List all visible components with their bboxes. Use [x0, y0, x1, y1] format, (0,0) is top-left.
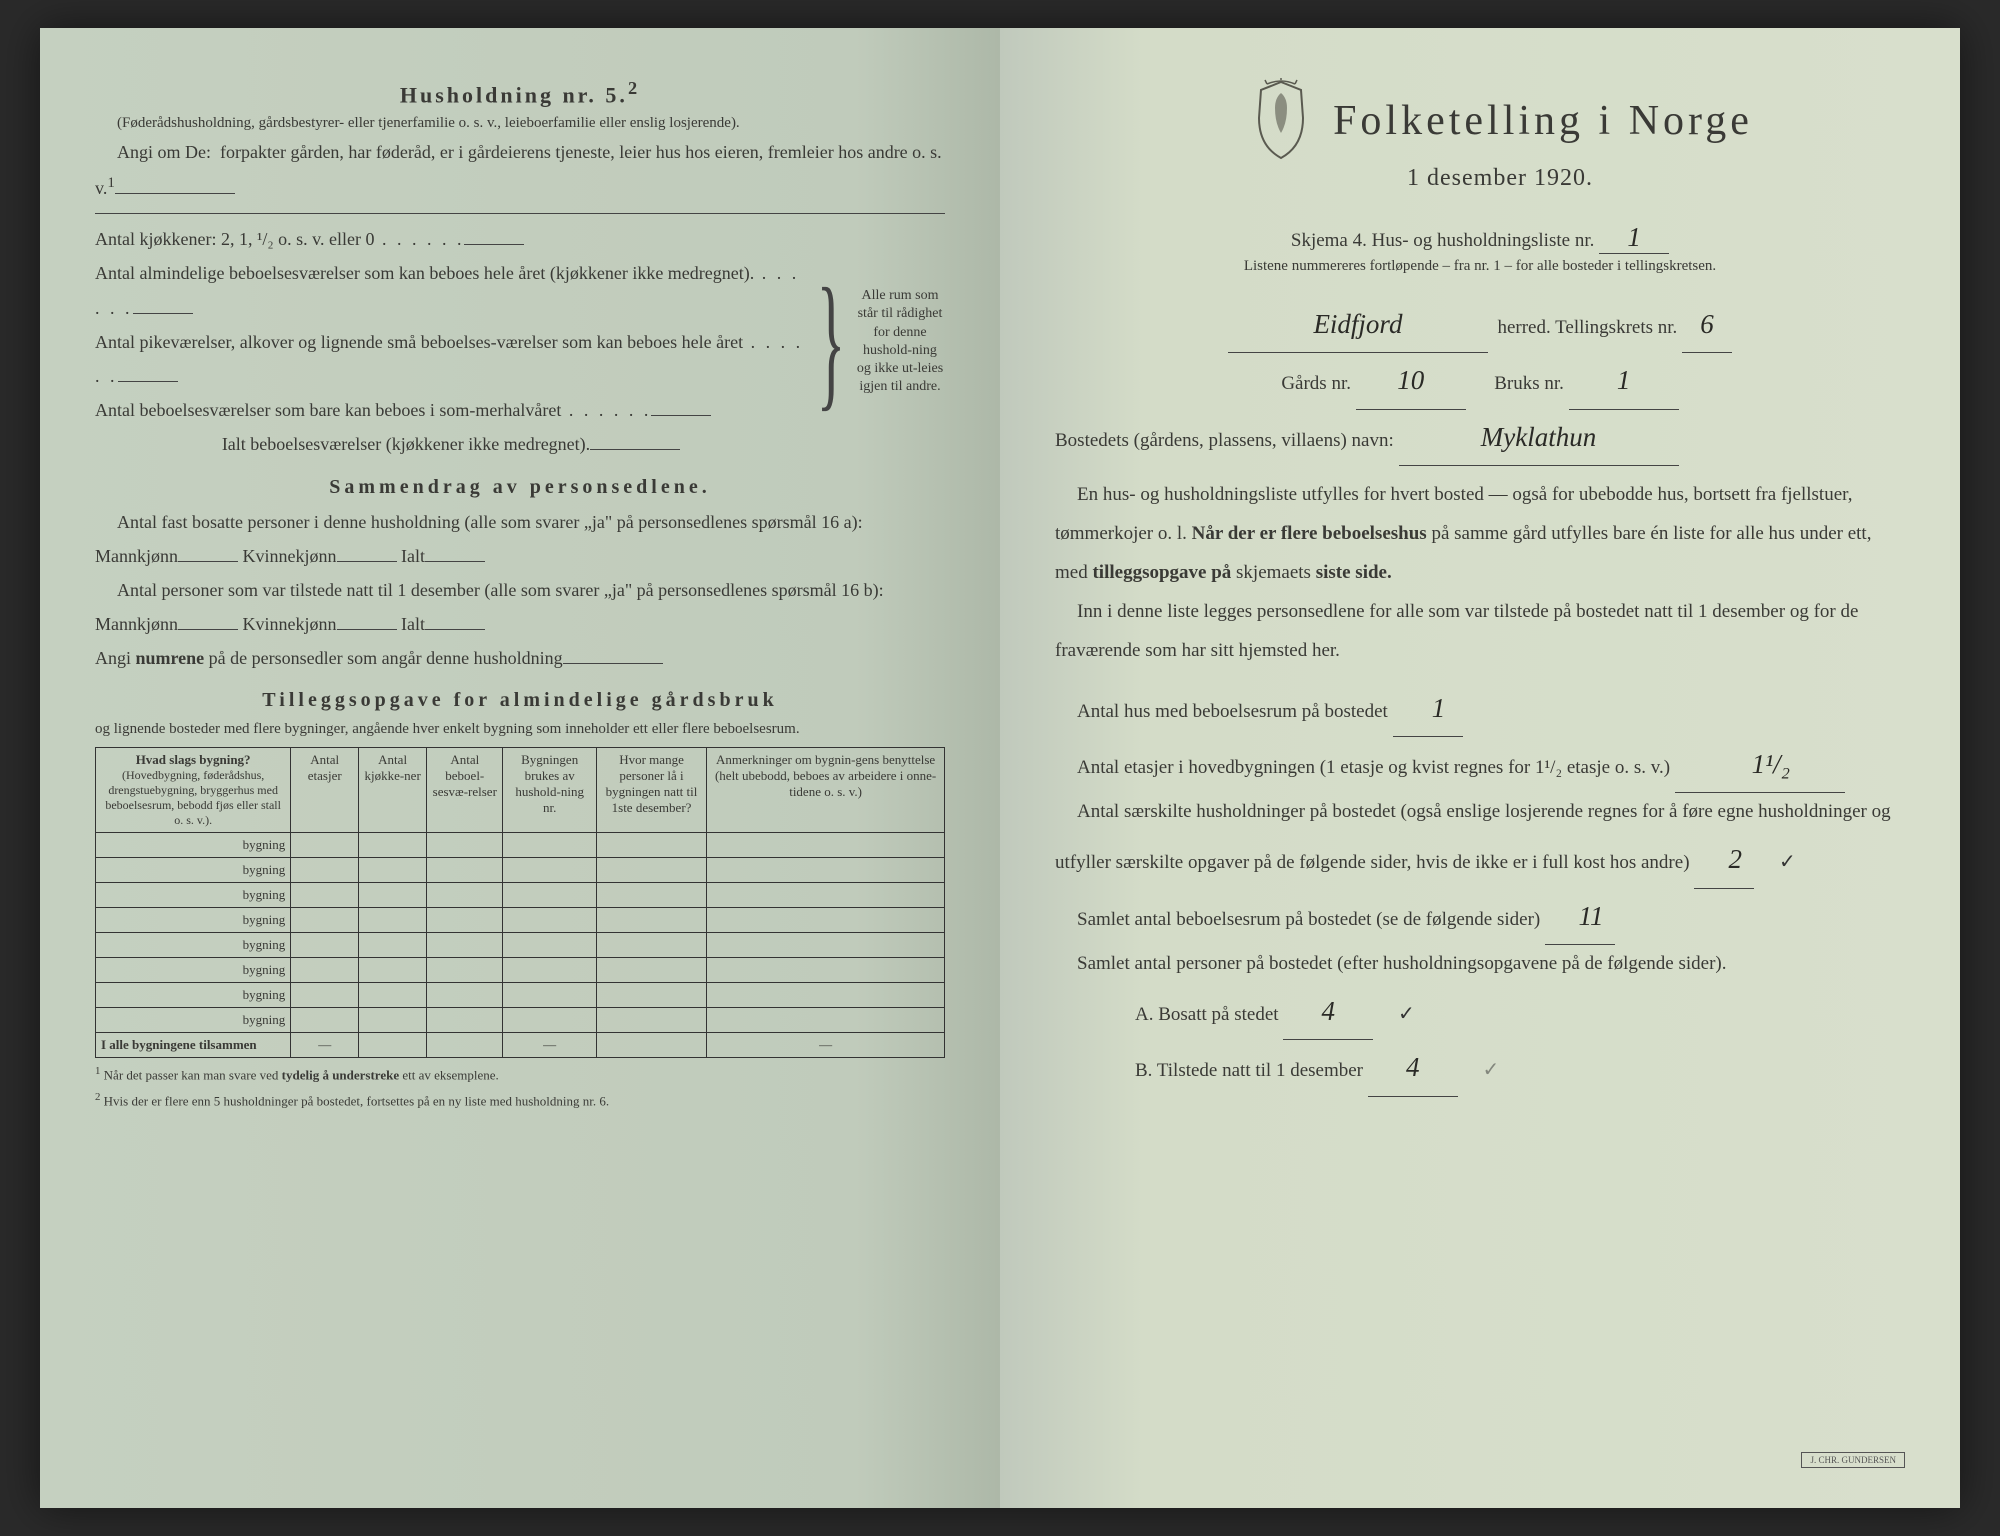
table-row: bygning [96, 982, 945, 1007]
q3: Antal særskilte husholdninger på bostede… [1055, 793, 1905, 888]
q1: Antal hus med beboelsesrum på bostedet 1 [1055, 681, 1905, 737]
summary-title: Sammendrag av personsedlene. [95, 476, 945, 499]
table-row: bygning [96, 1007, 945, 1032]
th-bygning: Hvad slags bygning? (Hovedbygning, føder… [96, 747, 291, 832]
building-table: Hvad slags bygning? (Hovedbygning, føder… [95, 747, 945, 1058]
table-row: bygning [96, 832, 945, 857]
qB: B. Tilstede natt til 1 desember 4 ✓ [1055, 1040, 1905, 1096]
qA: A. Bosatt på stedet 4 ✓ [1055, 984, 1905, 1040]
table-row: bygning [96, 957, 945, 982]
qA-value: 4 [1283, 984, 1373, 1040]
rooms-total: Ialt beboelsesværelser (kjøkkener ikke m… [95, 427, 807, 461]
q3-value: 2 [1694, 832, 1754, 888]
listene-note: Listene nummereres fortløpende – fra nr.… [1055, 258, 1905, 275]
checkmark-icon: ✓ [1398, 1003, 1415, 1025]
printer-stamp: J. CHR. GUNDERSEN [1801, 1452, 1905, 1468]
bosted-value: Myklathun [1399, 410, 1679, 466]
th-etasjer: Antal etasjer [291, 747, 359, 832]
q2-value: 1¹/₂ [1675, 737, 1845, 793]
q1-value: 1 [1393, 681, 1463, 737]
brace-icon: } [817, 289, 846, 394]
rooms2: Antal pikeværelser, alkover og lignende … [95, 325, 807, 393]
bosted-line: Bostedets (gårdens, plassens, villaens) … [1055, 410, 1905, 466]
para-2: Inn i denne liste legges personsedlene f… [1055, 593, 1905, 671]
heading-sub1: (Føderådshusholdning, gårdsbestyrer- ell… [95, 112, 945, 135]
th-beboelse: Antal beboel-sesvæ-relser [427, 747, 503, 832]
right-page: Folketelling i Norge 1 desember 1920. Sk… [1000, 28, 1960, 1508]
gards-line: Gårds nr. 10 Bruks nr. 1 [1055, 353, 1905, 409]
herred-line: Eidfjord herred. Tellingskrets nr. 6 [1055, 297, 1905, 353]
table-row: bygning [96, 857, 945, 882]
th-anmerk: Anmerkninger om bygnin-gens benyttelse (… [707, 747, 945, 832]
krets-value: 6 [1682, 297, 1732, 353]
divider [95, 213, 945, 214]
table-total-row: I alle bygningene tilsammen — — — [96, 1032, 945, 1057]
summary-line3: Angi numrene på de personsedler som angå… [95, 641, 945, 675]
brace-text: Alle rum som står til rådighet for denne… [855, 287, 945, 396]
para-1: En hus- og husholdningsliste utfylles fo… [1055, 476, 1905, 593]
rooms3: Antal beboelsesværelser som bare kan beb… [95, 393, 807, 427]
kitchens-line: Antal kjøkkener: 2, 1, ¹/₂ o. s. v. elle… [95, 222, 807, 256]
table-row: bygning [96, 932, 945, 957]
footnote-2: 2 Hvis der er flere enn 5 husholdninger … [95, 1090, 945, 1111]
table-row: bygning [96, 882, 945, 907]
tillegg-title: Tilleggsopgave for almindelige gårdsbruk [95, 689, 945, 712]
tillegg-sub: og lignende bosteder med flere bygninger… [95, 718, 945, 741]
herred-value: Eidfjord [1228, 297, 1488, 353]
q2: Antal etasjer i hovedbygningen (1 etasje… [1055, 737, 1905, 793]
q5: Samlet antal personer på bostedet (efter… [1055, 945, 1905, 984]
qB-value: 4 [1368, 1040, 1458, 1096]
bruks-value: 1 [1569, 353, 1679, 409]
q4-value: 11 [1545, 889, 1615, 945]
table-header-row: Hvad slags bygning? (Hovedbygning, føder… [96, 747, 945, 832]
table-row: bygning [96, 907, 945, 932]
liste-nr-value: 1 [1599, 222, 1669, 254]
coat-of-arms-icon [1247, 78, 1315, 163]
heading-sub2: Angi om De: forpakter gården, har føderå… [95, 135, 945, 205]
th-hushold: Bygningen brukes av hushold-ning nr. [503, 747, 596, 832]
rooms1: Antal almindelige beboelsesværelser som … [95, 256, 807, 324]
gards-value: 10 [1356, 353, 1466, 409]
main-title: Folketelling i Norge [1333, 97, 1753, 145]
th-personer: Hvor mange personer lå i bygningen natt … [596, 747, 706, 832]
summary-line2: Antal personer som var tilstede natt til… [95, 573, 945, 641]
census-date: 1 desember 1920. [1095, 165, 1905, 192]
household-heading: Husholdning nr. 5.2 [95, 78, 945, 108]
rooms-block: Antal kjøkkener: 2, 1, ¹/₂ o. s. v. elle… [95, 222, 945, 461]
right-header: Folketelling i Norge 1 desember 1920. [1055, 78, 1905, 192]
document-spread: Husholdning nr. 5.2 (Føderådshusholdning… [40, 28, 1960, 1508]
checkmark-icon: ✓ [1779, 851, 1796, 873]
footnote-1: 1 Når det passer kan man svare ved tydel… [95, 1064, 945, 1085]
th-kjokken: Antal kjøkke-ner [359, 747, 427, 832]
checkmark-icon: ✓ [1483, 1059, 1500, 1081]
q4: Samlet antal beboelsesrum på bostedet (s… [1055, 889, 1905, 945]
left-page: Husholdning nr. 5.2 (Føderådshusholdning… [40, 28, 1000, 1508]
skjema-line: Skjema 4. Hus- og husholdningsliste nr. … [1055, 222, 1905, 254]
summary-line1: Antal fast bosatte personer i denne hush… [95, 505, 945, 573]
